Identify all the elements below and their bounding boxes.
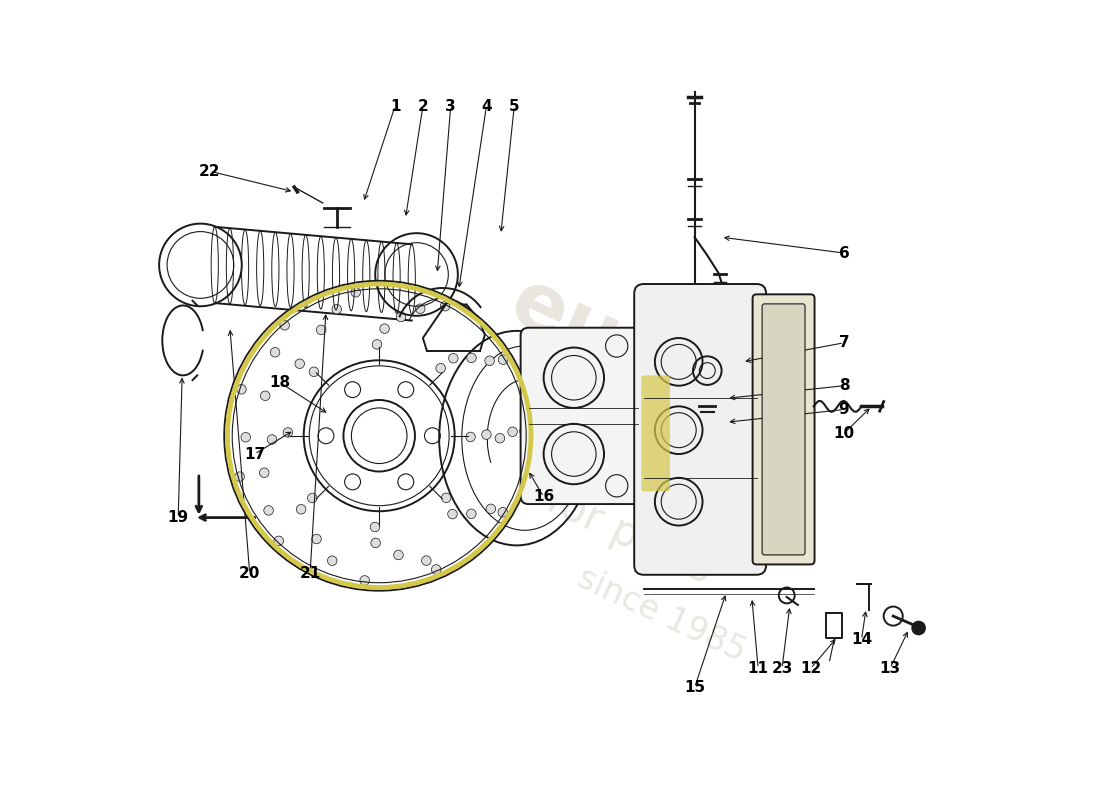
Circle shape bbox=[267, 434, 277, 444]
Circle shape bbox=[296, 505, 306, 514]
Text: 21: 21 bbox=[299, 566, 321, 581]
Text: for parts: for parts bbox=[540, 478, 718, 592]
Circle shape bbox=[466, 509, 476, 518]
Circle shape bbox=[448, 510, 458, 519]
Circle shape bbox=[449, 354, 458, 363]
Text: 3: 3 bbox=[446, 98, 456, 114]
Circle shape bbox=[372, 340, 382, 349]
Circle shape bbox=[271, 347, 279, 357]
Circle shape bbox=[371, 538, 381, 548]
Text: 23: 23 bbox=[771, 661, 793, 676]
Circle shape bbox=[396, 312, 406, 322]
Ellipse shape bbox=[487, 379, 565, 497]
Circle shape bbox=[235, 472, 244, 482]
Text: 10: 10 bbox=[834, 426, 855, 441]
Text: 14: 14 bbox=[851, 633, 872, 647]
Circle shape bbox=[332, 305, 341, 314]
Text: euros: euros bbox=[497, 263, 761, 442]
FancyBboxPatch shape bbox=[752, 294, 814, 565]
Text: 20: 20 bbox=[239, 566, 261, 581]
Circle shape bbox=[431, 565, 441, 574]
Text: 7: 7 bbox=[838, 335, 849, 350]
Circle shape bbox=[466, 353, 476, 362]
Circle shape bbox=[436, 363, 446, 373]
Text: 6: 6 bbox=[838, 246, 849, 261]
Circle shape bbox=[241, 433, 251, 442]
Text: since 1985: since 1985 bbox=[572, 561, 750, 668]
Circle shape bbox=[421, 556, 431, 566]
Circle shape bbox=[360, 576, 370, 585]
Text: 22: 22 bbox=[199, 164, 221, 178]
Circle shape bbox=[264, 506, 273, 515]
FancyBboxPatch shape bbox=[635, 284, 766, 574]
Circle shape bbox=[309, 367, 319, 377]
Circle shape bbox=[482, 430, 492, 439]
Circle shape bbox=[236, 385, 246, 394]
Circle shape bbox=[440, 302, 450, 311]
Circle shape bbox=[371, 522, 380, 532]
FancyBboxPatch shape bbox=[762, 304, 805, 555]
Text: 1: 1 bbox=[389, 98, 400, 114]
Circle shape bbox=[261, 391, 270, 401]
Text: a passion: a passion bbox=[499, 395, 696, 516]
Text: 2: 2 bbox=[418, 98, 428, 114]
Circle shape bbox=[317, 325, 326, 334]
FancyBboxPatch shape bbox=[520, 328, 646, 504]
Circle shape bbox=[308, 494, 317, 502]
FancyBboxPatch shape bbox=[641, 375, 670, 491]
Circle shape bbox=[508, 427, 517, 437]
Circle shape bbox=[441, 493, 451, 502]
Circle shape bbox=[351, 287, 361, 297]
Circle shape bbox=[311, 534, 321, 544]
Text: 18: 18 bbox=[270, 375, 290, 390]
Text: 5: 5 bbox=[509, 98, 519, 114]
Text: 19: 19 bbox=[167, 510, 189, 525]
Circle shape bbox=[519, 426, 529, 436]
Circle shape bbox=[279, 321, 289, 330]
Circle shape bbox=[485, 356, 494, 366]
Text: 12: 12 bbox=[800, 661, 822, 676]
Circle shape bbox=[498, 507, 507, 517]
Circle shape bbox=[274, 536, 284, 546]
Circle shape bbox=[416, 304, 425, 314]
Text: 8: 8 bbox=[838, 378, 849, 393]
Circle shape bbox=[912, 622, 925, 634]
Circle shape bbox=[498, 355, 508, 365]
Text: 11: 11 bbox=[748, 661, 769, 676]
Text: 4: 4 bbox=[481, 98, 492, 114]
Circle shape bbox=[328, 556, 337, 566]
Circle shape bbox=[495, 434, 505, 443]
Text: 15: 15 bbox=[684, 680, 705, 695]
Text: 17: 17 bbox=[244, 446, 265, 462]
Circle shape bbox=[260, 468, 270, 478]
Circle shape bbox=[465, 432, 475, 442]
Circle shape bbox=[295, 359, 305, 369]
Text: 13: 13 bbox=[880, 661, 901, 676]
Text: 16: 16 bbox=[534, 490, 554, 505]
Text: 9: 9 bbox=[838, 402, 849, 417]
Circle shape bbox=[486, 504, 496, 514]
Circle shape bbox=[394, 550, 404, 560]
Circle shape bbox=[283, 428, 293, 438]
Circle shape bbox=[379, 324, 389, 334]
